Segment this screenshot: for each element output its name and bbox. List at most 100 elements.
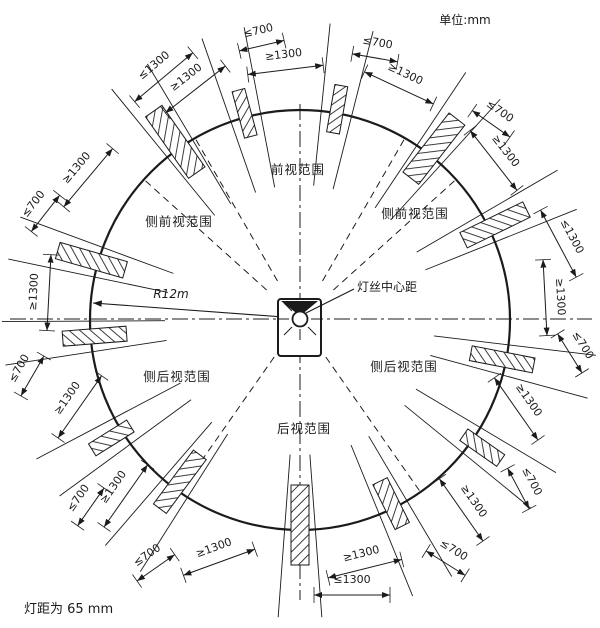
extension-tick	[97, 522, 111, 532]
footnote-label: 灯距为 65 mm	[24, 602, 113, 617]
sight-line	[139, 433, 229, 572]
extension-tick	[360, 64, 369, 80]
radius-label: R12m	[153, 287, 188, 301]
filament-lamp	[291, 310, 309, 328]
lamp-rays	[278, 302, 322, 340]
extension-tick	[325, 569, 331, 586]
obstruction-wedge	[459, 428, 506, 467]
extension-tick	[251, 541, 258, 557]
extension-tick	[36, 351, 52, 361]
obstruction-wedge	[402, 112, 466, 186]
sight-line	[8, 258, 168, 293]
extension-tick	[94, 370, 109, 381]
sight-line	[59, 399, 192, 497]
obstruction-wedge	[87, 419, 135, 457]
extension-tick	[51, 433, 65, 443]
unit-label: 单位:mm	[439, 12, 490, 27]
dimension-label: ≤1300	[333, 573, 370, 586]
vehicle-body	[277, 298, 322, 357]
extension-tick	[42, 253, 59, 256]
extension-tick	[399, 551, 405, 568]
sight-line	[277, 454, 291, 618]
radius-line	[92, 300, 298, 319]
extension-tick	[38, 329, 56, 332]
dimension-line	[247, 63, 324, 77]
extension-tick	[568, 273, 584, 282]
extension-tick	[429, 96, 438, 112]
dimension-line	[44, 254, 54, 331]
obstruction-wedge	[326, 83, 349, 135]
dimension-label: ≥1300	[553, 278, 568, 316]
dimension-line	[239, 39, 285, 52]
sight-line	[201, 38, 257, 193]
sight-line	[111, 88, 216, 216]
dimension-line	[425, 550, 466, 576]
extension-tick	[531, 435, 545, 445]
sight-line	[36, 382, 181, 460]
dimension-label: ≥1300	[26, 273, 41, 311]
extension-tick	[106, 143, 120, 155]
dimension-line	[20, 355, 45, 397]
dimension-line	[134, 52, 194, 103]
obstruction-wedge	[61, 325, 128, 347]
extension-tick	[350, 45, 355, 62]
extension-tick	[57, 201, 71, 213]
dimension-line	[30, 194, 61, 232]
sight-line	[313, 23, 331, 186]
dimension-line	[364, 71, 434, 105]
extension-tick	[487, 372, 502, 383]
extension-tick	[500, 464, 515, 473]
extension-tick	[129, 95, 141, 109]
dimension-annotation: ≤1300	[313, 573, 391, 603]
dimension-label: ≥1300	[264, 46, 303, 63]
extension-tick	[70, 520, 85, 531]
dimension-line	[352, 52, 398, 64]
dimension-line	[57, 375, 103, 439]
filament-label: 灯丝中心距	[357, 279, 417, 294]
extension-tick	[460, 568, 470, 583]
extension-tick	[521, 504, 537, 514]
dimension-annotation: ≤700	[350, 34, 400, 70]
extension-tick	[220, 59, 231, 73]
obstruction-wedge	[468, 345, 536, 374]
extension-tick	[24, 226, 38, 237]
dimension-line	[183, 548, 255, 576]
dimension-line	[507, 468, 530, 510]
dimension-line	[438, 478, 484, 542]
sight-line	[430, 354, 588, 399]
extension-tick	[246, 66, 250, 83]
sight-line	[416, 169, 558, 253]
vehicle-windshield	[281, 301, 318, 316]
sight-line	[350, 444, 414, 597]
obstruction-wedge	[372, 477, 411, 531]
obstruction-wedge	[459, 201, 531, 249]
extension-tick	[132, 574, 142, 588]
dimension-line	[540, 259, 550, 336]
extension-tick	[535, 258, 552, 261]
dimension-line	[327, 558, 402, 579]
extension-tick	[169, 547, 180, 562]
obstruction-wedges	[54, 83, 536, 566]
extension-tick	[187, 46, 199, 60]
extension-tick	[237, 42, 242, 59]
sight-line	[309, 454, 323, 618]
extension-tick	[467, 103, 478, 118]
extension-tick	[575, 368, 590, 378]
dimension-annotation: ≥1300	[246, 46, 325, 83]
extension-tick	[281, 32, 287, 49]
filament-leader-line	[305, 288, 355, 314]
region-side-front-left: 侧前视范围	[145, 214, 213, 229]
extension-tick	[395, 53, 400, 70]
dimension-line	[540, 209, 577, 278]
extension-tick	[476, 536, 490, 546]
region-rear: 后视范围	[277, 421, 331, 436]
extension-tick	[432, 473, 447, 484]
dimension-annotation: ≥1300	[535, 258, 568, 337]
extension-tick	[140, 459, 155, 470]
sight-line	[2, 320, 166, 323]
extension-tick	[463, 125, 477, 136]
extension-tick	[538, 334, 556, 337]
obstruction-wedge	[152, 449, 207, 515]
obstruction-wedge	[231, 87, 258, 139]
